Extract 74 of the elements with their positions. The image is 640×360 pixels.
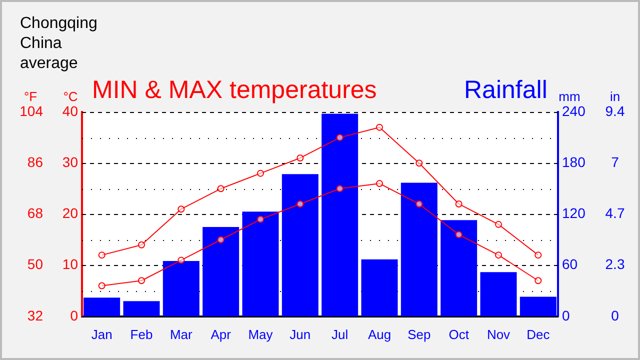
x-tick-label: Nov	[486, 326, 511, 342]
x-tick-label: May	[248, 326, 274, 342]
point	[98, 252, 106, 259]
y3-tick-label: 86	[27, 154, 44, 170]
x-tick-label: Aug	[368, 326, 392, 342]
bar	[84, 298, 120, 316]
point	[296, 154, 304, 162]
x-tick-label: Jul	[332, 326, 348, 342]
point	[455, 200, 462, 208]
point	[534, 277, 542, 284]
point	[138, 241, 145, 248]
text: 9.4	[605, 102, 625, 119]
chart-title: Chongqing China average	[20, 14, 98, 74]
bar	[123, 301, 160, 316]
y2-tick-label: 120	[562, 205, 586, 222]
point	[296, 200, 304, 208]
y2-tick-label: 240	[562, 102, 586, 119]
y2-axis-title: mm	[558, 89, 580, 104]
bar	[400, 182, 438, 316]
y3-tick-label: 68	[27, 205, 44, 222]
y-tick-label: 10	[62, 256, 78, 272]
y-tick-label: 40	[62, 102, 78, 119]
x-tick-label: Mar	[170, 326, 194, 342]
y3-tick-label: 50	[27, 256, 44, 272]
point	[178, 206, 185, 213]
point	[138, 277, 145, 284]
y-axis-title: °C	[63, 89, 78, 104]
bar	[440, 220, 478, 316]
y-tick-label: 30	[62, 154, 78, 170]
point	[495, 220, 502, 228]
y3-axis-title: °F	[24, 89, 38, 104]
point	[178, 256, 185, 264]
point	[495, 252, 502, 259]
text: 0	[611, 307, 620, 324]
point	[257, 170, 264, 177]
x-tick-label: Oct	[448, 326, 470, 342]
bar	[282, 174, 318, 316]
y3-tick-label: 32	[27, 307, 44, 324]
point	[416, 200, 423, 208]
y3-tick-label: 104	[20, 102, 44, 119]
point	[257, 216, 264, 223]
text: MIN & MAX temperatures	[92, 76, 377, 105]
x-tick-label: Dec	[526, 326, 550, 342]
text: in	[610, 89, 620, 104]
point	[455, 231, 462, 238]
point	[376, 124, 383, 131]
point	[217, 236, 224, 244]
y2-tick-label: 60	[562, 256, 578, 272]
y2-tick-label: 0	[562, 307, 570, 324]
bar	[361, 259, 398, 316]
point	[376, 180, 383, 188]
x-tick-label: Feb	[130, 326, 153, 342]
x-tick-label: Sep	[408, 326, 431, 342]
text: 2.3	[605, 256, 625, 272]
bar	[322, 114, 358, 316]
point	[336, 185, 344, 192]
point	[416, 160, 423, 167]
bar	[242, 212, 279, 316]
y-tick-label: 20	[62, 205, 78, 222]
bar	[480, 272, 517, 316]
point	[98, 282, 106, 290]
y-tick-label: 0	[70, 307, 78, 324]
bar	[202, 226, 240, 316]
point	[336, 134, 344, 142]
x-tick-label: Jun	[290, 326, 311, 342]
text: 7	[611, 154, 620, 170]
x-tick-label: Apr	[210, 326, 232, 342]
y2-tick-label: 180	[562, 154, 586, 170]
text: 4.7	[605, 205, 625, 222]
x-tick-label: Jan	[91, 326, 112, 342]
point	[534, 252, 542, 259]
bar	[162, 261, 200, 316]
text: Rainfall	[464, 76, 548, 105]
point	[217, 185, 224, 192]
